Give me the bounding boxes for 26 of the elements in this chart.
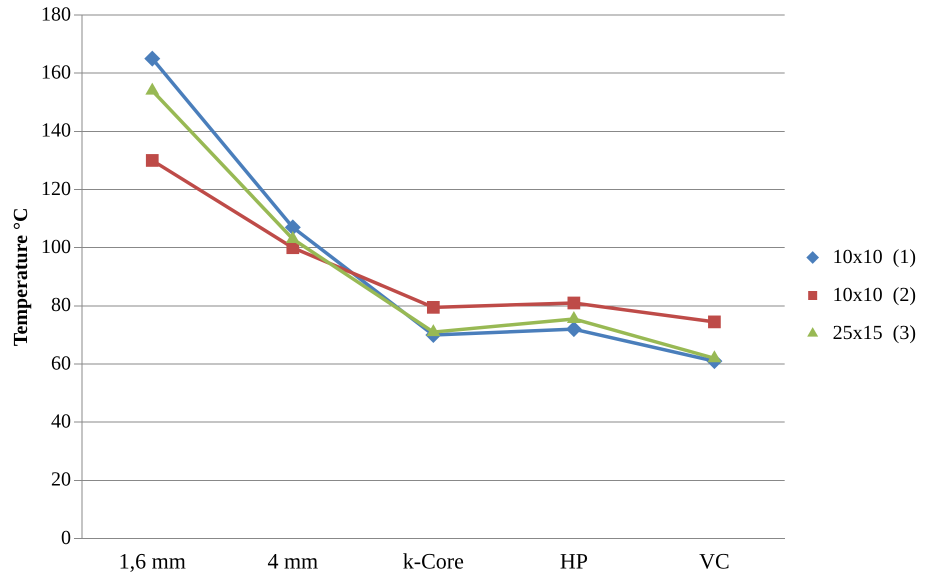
y-tick-label: 40	[51, 410, 71, 432]
y-tick-label: 20	[51, 468, 71, 491]
point	[426, 300, 440, 314]
point	[284, 219, 301, 236]
y-tick-label: 160	[41, 61, 71, 84]
y-tick-label: 0	[61, 526, 71, 549]
point	[566, 321, 582, 338]
point	[708, 316, 721, 328]
point	[568, 296, 580, 310]
y-tick-label: 180	[41, 3, 71, 26]
legend-label: 25x15 (3)	[832, 322, 916, 344]
legend-label: 10x10 (2)	[832, 284, 916, 306]
x-tick-label: HP	[560, 548, 588, 574]
y-tick-label: 80	[51, 294, 71, 316]
x-tick-label: 4 mm	[267, 548, 318, 574]
point	[144, 50, 160, 67]
y-axis-title: Temperature °C	[10, 208, 32, 346]
point	[146, 154, 159, 167]
x-tick-label: 1,6 mm	[118, 548, 186, 574]
y-tick-label: 100	[41, 236, 71, 258]
x-tick-label: VC	[699, 548, 730, 574]
y-tick-label: 60	[51, 352, 71, 374]
legend-label: 10x10 (1)	[832, 246, 916, 268]
y-tick-label: 140	[41, 120, 71, 142]
x-tick-label: k-Core	[402, 548, 464, 574]
y-tick-label: 120	[41, 178, 71, 200]
